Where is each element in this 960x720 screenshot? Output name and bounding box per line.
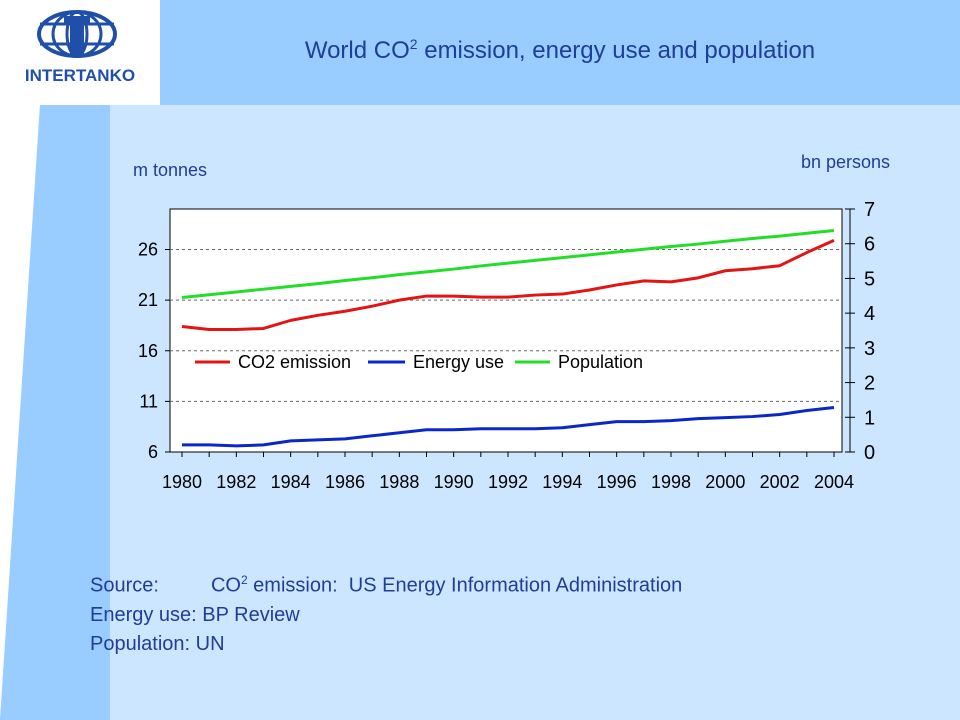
header-band	[160, 0, 960, 105]
source-note: Source: CO2 emission: US Energy Informati…	[90, 566, 682, 659]
series-line-co2-emission	[181, 239, 835, 331]
left-tick-label: 21	[138, 290, 158, 310]
x-tick-label: 1990	[434, 472, 474, 492]
source-line-energy: Energy use: BP Review	[90, 603, 300, 626]
x-tick-label: 1996	[597, 472, 637, 492]
x-tick-label: 1986	[325, 472, 365, 492]
source-co2-pre: CO	[210, 574, 241, 597]
source-co2-value: US Energy Information Administration	[348, 574, 683, 597]
x-tick-label: 2004	[814, 472, 854, 492]
left-tick-label: 11	[139, 391, 158, 411]
brand-text: INTERTANKO	[25, 66, 135, 85]
legend-label-population: Population	[558, 352, 643, 372]
right-tick-label: 1	[864, 407, 875, 429]
x-tick-label: 1980	[162, 472, 202, 492]
x-tick-label: 1998	[651, 472, 691, 492]
right-tick-label: 7	[864, 199, 875, 221]
source-line-co2: Source: CO2 emission: US Energy Informati…	[90, 566, 682, 601]
x-tick-label: 1994	[542, 472, 582, 492]
left-tick-label: 6	[148, 442, 158, 462]
right-tick-label: 6	[864, 234, 875, 256]
x-tick-label: 1988	[379, 472, 419, 492]
gridlines	[170, 249, 842, 402]
globe-icon	[37, 10, 117, 58]
right-axis-unit: bn persons	[801, 152, 891, 172]
left-tick-label: 16	[138, 341, 158, 361]
x-tick-label: 1992	[488, 472, 528, 492]
x-tick-label: 2002	[760, 472, 800, 492]
right-tick-label: 3	[864, 338, 875, 360]
title-sup: 2	[409, 36, 418, 52]
source-co2-post: emission:	[247, 574, 338, 597]
legend-label-energy-use: Energy use	[413, 352, 504, 372]
right-tick-label: 2	[864, 373, 875, 395]
title-pre: World CO	[304, 37, 410, 64]
right-axis: 0 1 2 3 4 5 6 7	[845, 199, 875, 464]
left-axis: 6 11 16 21 26	[138, 240, 170, 462]
legend-label-co2-emission: CO2 emission	[238, 352, 351, 372]
right-tick-label: 5	[864, 268, 875, 290]
intertanko-logo: INTERTANKO	[25, 10, 135, 85]
title-post: emission, energy use and population	[417, 37, 816, 64]
x-tick-label: 1982	[216, 472, 256, 492]
x-axis: 1980 1982 1984 1986 1988 1990 1992 1994 1996 1998…	[162, 452, 854, 492]
source-co2-sup: 2	[240, 573, 248, 587]
series-lines	[181, 229, 835, 448]
source-line-population: Population: UN	[90, 632, 225, 655]
series-line-energy-use	[182, 405, 835, 448]
left-axis-unit: m tonnes	[133, 160, 208, 180]
right-tick-label: 4	[864, 303, 875, 325]
page-title: World CO2 emission, energy use and popul…	[160, 36, 960, 65]
left-tick-label: 26	[138, 240, 158, 260]
source-label: Source:	[90, 574, 159, 597]
legend: CO2 emission Energy use Population	[195, 352, 643, 372]
right-tick-label: 0	[864, 442, 875, 464]
panel-accent-stripe	[0, 105, 110, 720]
series-line-population	[181, 229, 835, 300]
x-tick-label: 1984	[271, 472, 311, 492]
x-tick-label: 2000	[705, 472, 745, 492]
